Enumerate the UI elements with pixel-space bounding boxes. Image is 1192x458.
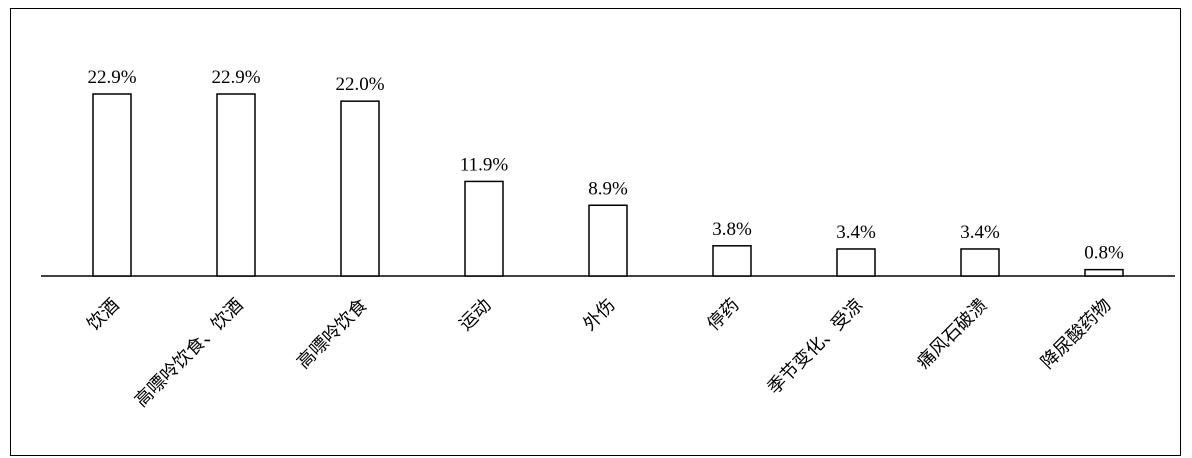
category-label-4: 运动	[455, 295, 495, 335]
bar-chart: 22.9% 22.9% 22.0% 11.9% 8.9% 3.8% 3.4% 3.4% 0.8%…	[41, 67, 1175, 411]
category-label-7: 季节变化、受凉	[764, 295, 867, 398]
bar-6	[712, 245, 752, 277]
category-label-9: 降尿酸药物	[1037, 295, 1115, 373]
value-label-9: 0.8%	[1084, 243, 1124, 264]
value-label-1: 22.9%	[87, 67, 136, 88]
value-label-7: 3.4%	[836, 222, 876, 243]
bar-3	[340, 100, 380, 277]
category-label-2: 高嘌呤饮食、饮酒	[131, 295, 247, 411]
value-label-2: 22.9%	[211, 67, 260, 88]
category-label-8: 痛风石破溃	[913, 295, 991, 373]
bar-1	[92, 93, 132, 277]
value-label-5: 8.9%	[588, 178, 628, 199]
bar-5	[588, 204, 628, 277]
category-label-5: 外伤	[579, 295, 619, 335]
value-label-4: 11.9%	[460, 154, 509, 175]
category-label-3: 高嘌呤饮食	[293, 295, 371, 373]
bar-4	[464, 180, 504, 277]
value-label-8: 3.4%	[960, 222, 1000, 243]
bar-9	[1084, 268, 1124, 277]
value-label-6: 3.8%	[712, 219, 752, 240]
bars-group	[92, 93, 1124, 277]
bar-2	[216, 93, 256, 277]
bar-7	[836, 248, 876, 277]
chart-frame: 22.9% 22.9% 22.0% 11.9% 8.9% 3.8% 3.4% 3.4% 0.8%…	[10, 8, 1181, 456]
value-label-3: 22.0%	[335, 74, 384, 95]
category-label-1: 饮酒	[83, 295, 123, 335]
bar-8	[960, 248, 1000, 277]
value-labels-group: 22.9% 22.9% 22.0% 11.9% 8.9% 3.8% 3.4% 3.4% 0.8%	[87, 67, 1124, 264]
category-label-6: 停药	[703, 295, 743, 335]
category-labels-group: 饮酒 高嘌呤饮食、饮酒 高嘌呤饮食 运动 外伤 停药 季节变化、受凉 痛风石破溃 降尿酸药物	[83, 295, 1115, 411]
